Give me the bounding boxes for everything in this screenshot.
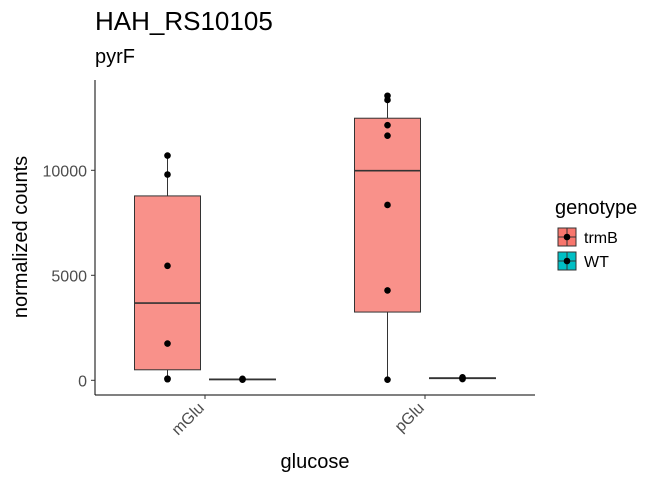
data-point-trmB-pGlu [384,287,391,294]
data-point-trmB-mGlu [164,262,171,270]
legend-entries: trmB WT [557,227,618,271]
data-point-trmB-pGlu [384,121,391,129]
legend: genotype trmB WT [555,197,637,271]
x-tick-label: pGlu [392,400,428,436]
x-axis-label: glucose [281,451,350,473]
data-point-trmB-mGlu [164,375,171,382]
chart-subtitle: pyrF [95,46,135,68]
legend-key-point [563,233,571,241]
data-point-WT-mGlu [239,375,246,383]
data-point-trmB-mGlu [164,171,171,178]
legend-title: genotype [555,197,637,219]
y-tick-label: 10000 [43,163,88,180]
data-point-trmB-mGlu [164,152,171,159]
data-point-trmB-pGlu [384,132,391,139]
legend-entry-WT: WT [557,251,609,271]
data-point-trmB-pGlu [384,92,391,100]
y-axis-label: normalized counts [10,156,32,318]
legend-label: WT [584,254,609,271]
chart-title: HAH_RS10105 [95,6,273,36]
data-point-WT-pGlu [459,374,466,381]
legend-entry-trmB: trmB [557,227,618,247]
plot-area [134,92,496,383]
box-body [354,117,421,313]
legend-label: trmB [584,230,618,247]
legend-key-point [563,257,571,265]
x-tick-label: mGlu [169,400,208,439]
y-axis-ticks: 0 5000 10000 [43,163,95,390]
x-axis-ticks: mGlu pGlu [169,395,428,439]
data-point-trmB-pGlu [384,201,391,209]
data-point-trmB-pGlu [384,376,391,383]
box-trmB-pGlu [354,95,421,380]
y-tick-label: 0 [78,373,87,390]
y-tick-label: 5000 [51,268,87,285]
data-point-trmB-mGlu [164,340,171,347]
